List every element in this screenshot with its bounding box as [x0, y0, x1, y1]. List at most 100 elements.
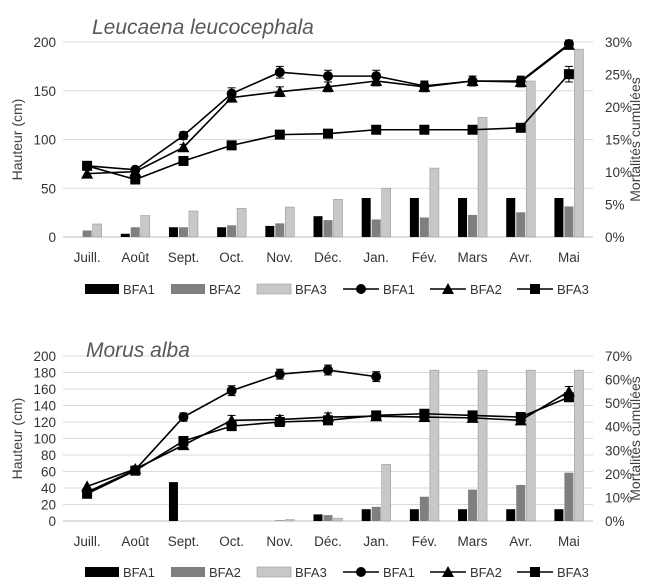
bar-bfa1 — [409, 509, 419, 521]
marker-bfa1 — [178, 412, 189, 423]
bar-bfa1 — [458, 198, 468, 237]
marker-bfa1 — [323, 365, 333, 376]
chart-title: Leucaena leucocephala — [92, 16, 314, 39]
legend-label: BFA3 — [295, 282, 327, 297]
marker-bfa3 — [563, 392, 574, 403]
bar-bfa2 — [516, 484, 526, 521]
marker-bfa2 — [370, 75, 383, 86]
x-tick-label: Oct. — [219, 250, 244, 265]
marker-bfa3 — [467, 410, 478, 421]
x-tick-label: Sept. — [168, 534, 200, 549]
legend-label: BFA2 — [209, 565, 241, 580]
x-tick-label: Avr. — [509, 250, 532, 265]
x-tick-label: Juill. — [74, 534, 101, 549]
y2-tick-label: 30% — [605, 443, 632, 458]
legend-swatch-bfa1 — [85, 567, 119, 577]
legend-marker-bfa3 — [530, 284, 540, 294]
y2-tick-label: 60% — [605, 373, 632, 388]
marker-bfa3 — [371, 124, 382, 135]
x-tick-label: Oct. — [219, 534, 244, 549]
bar-bfa2 — [564, 472, 574, 521]
bar-bfa2 — [468, 214, 478, 237]
legend-swatch-bfa2 — [171, 284, 205, 294]
bar-bfa3 — [574, 48, 584, 238]
bar-bfa1 — [554, 509, 564, 521]
y2-tick-label: 40% — [605, 420, 632, 435]
bar-bfa1 — [168, 482, 178, 521]
bar-bfa2 — [82, 230, 92, 237]
marker-bfa3 — [467, 124, 478, 135]
marker-bfa3 — [563, 69, 574, 80]
legend-label: BFA1 — [123, 282, 155, 297]
x-tick-label: Mai — [558, 534, 580, 549]
bar-bfa2 — [227, 225, 237, 237]
bar-bfa1 — [361, 509, 371, 521]
chart-1: 0 50 100 150 200 0% 5% 10% 15% 20% 25% 30% Juill. Aoû… — [9, 16, 643, 297]
bar-bfa3 — [381, 464, 391, 522]
y2-tick-label: 0% — [605, 514, 625, 529]
marker-bfa3 — [130, 174, 141, 185]
y2-tick-label: 70% — [605, 349, 632, 364]
y-tick-label: 200 — [33, 35, 56, 50]
x-tick-label: Avr. — [509, 534, 532, 549]
bar-bfa1 — [506, 198, 516, 237]
bar-bfa2 — [419, 217, 429, 237]
y-tick-label: 100 — [33, 432, 56, 447]
marker-bfa3 — [226, 421, 237, 432]
bar-bfa2 — [419, 496, 429, 521]
marker-bfa3 — [515, 412, 526, 423]
marker-bfa3 — [323, 128, 333, 139]
legend-label: BFA3 — [557, 565, 589, 580]
bar-bfa3 — [333, 517, 343, 522]
marker-bfa1 — [274, 369, 285, 380]
y2-axis-title: Mortalités cumulées — [627, 77, 643, 202]
x-tick-label: Déc. — [314, 534, 342, 549]
x-tick-label: Nov. — [266, 534, 293, 549]
x-tick-label: Mars — [458, 534, 488, 549]
bar-bfa2 — [371, 219, 381, 237]
y2-axis-title: Mortalités cumulées — [627, 376, 643, 501]
y-tick-label: 0 — [48, 514, 56, 529]
y-axis-title: Hauteur (cm) — [9, 398, 25, 480]
y-tick-label: 200 — [33, 349, 56, 364]
bar-bfa2 — [178, 227, 188, 237]
legend: BFA1 BFA2 BFA3 BFA1 BFA2 BFA3 — [85, 282, 589, 297]
marker-bfa2 — [129, 165, 142, 177]
bar-bfa1 — [313, 514, 323, 521]
y2-tick-label: 10% — [605, 490, 632, 505]
marker-bfa2 — [418, 80, 431, 92]
y2-tick-label: 5% — [605, 198, 625, 213]
y-tick-label: 180 — [33, 366, 56, 381]
bar-bfa3 — [525, 369, 536, 522]
marker-bfa1 — [274, 67, 285, 78]
marker-bfa2 — [514, 75, 527, 87]
marker-bfa3 — [226, 140, 237, 151]
y-tick-label: 120 — [33, 415, 56, 430]
marker-bfa3 — [419, 408, 430, 419]
x-tick-label: Déc. — [314, 250, 342, 265]
x-tick-label: Août — [121, 250, 149, 265]
bar-bfa3 — [525, 80, 536, 238]
marker-bfa1 — [226, 385, 237, 396]
bar-bfa2 — [371, 506, 381, 521]
marker-bfa3 — [371, 410, 382, 421]
bar-bfa2 — [275, 520, 285, 521]
legend-label: BFA2 — [470, 565, 502, 580]
y2-tick-label: 15% — [605, 133, 632, 148]
y-tick-label: 100 — [33, 133, 56, 148]
legend-marker-bfa1 — [356, 567, 366, 577]
bar-bfa3 — [477, 117, 488, 238]
bar-bfa3 — [429, 167, 440, 238]
chart-title: Morus alba — [86, 339, 190, 362]
bar-bfa3 — [477, 369, 488, 522]
bar-bfa1 — [554, 198, 564, 237]
bar-bfa1 — [265, 225, 275, 237]
x-tick-label: Jan. — [363, 250, 389, 265]
bar-bfa2 — [516, 212, 526, 237]
marker-bfa1 — [178, 130, 189, 141]
x-tick-label: Fév. — [412, 534, 437, 549]
bar-bfa3 — [236, 208, 247, 238]
bar-bfa3 — [285, 206, 295, 238]
legend-marker-bfa2 — [442, 566, 454, 577]
